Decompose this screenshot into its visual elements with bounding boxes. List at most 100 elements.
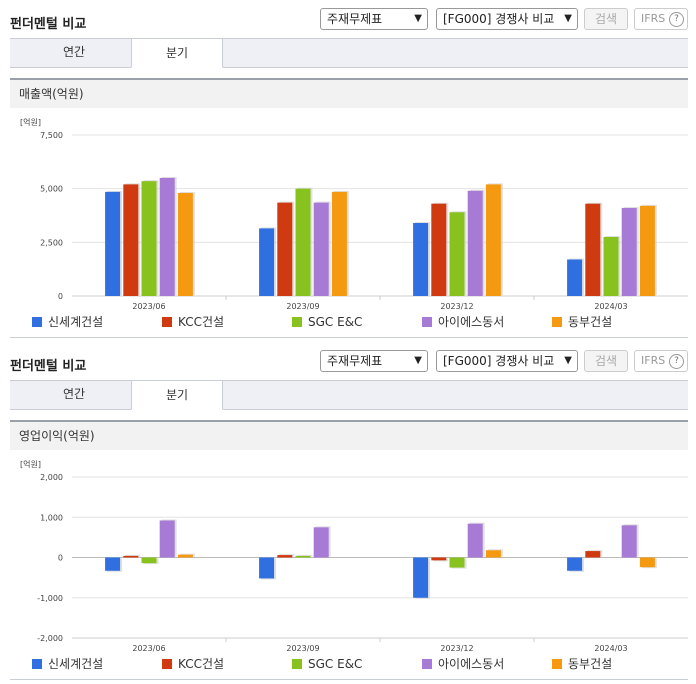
bar[interactable] [449,557,465,568]
x-tick-label: 2023/09 [286,302,319,311]
peer-select[interactable]: [FG000] 경쟁사 비교 ▼ [436,8,578,30]
search-button[interactable]: 검색 [584,8,628,30]
bar[interactable] [431,557,447,561]
bar[interactable] [331,191,347,296]
legend-item[interactable]: 신세계건설 [32,315,103,329]
unit-label: [억원] [20,459,41,469]
panel-revenue: 펀더멘털 비교 주재무제표 ▼ [FG000] 경쟁사 비교 ▼ 검색 IFRS… [10,8,688,338]
legend-swatch [552,317,562,327]
tab-quarterly[interactable]: 분기 [131,38,223,68]
bar[interactable] [313,527,329,558]
revenue-chart-svg: [억원] 0 2,500 5,000 7,500 2023/06 2023/09 2023/1… [20,117,688,311]
ifrs-label: IFRS [641,354,666,367]
x-tick-label: 2023/09 [286,644,319,653]
bar[interactable] [639,557,655,568]
bar[interactable] [313,202,329,296]
bar[interactable] [621,207,637,296]
x-tick-label: 2023/12 [440,302,473,311]
panel-header: 펀더멘털 비교 주재무제표 ▼ [FG000] 경쟁사 비교 ▼ 검색 IFRS… [0,342,696,380]
chevron-down-icon: ▼ [564,355,572,366]
bar[interactable] [585,551,601,558]
period-tabs: 연간 분기 [10,38,688,68]
bar[interactable] [277,202,293,296]
bar[interactable] [123,184,139,296]
legend-swatch [162,317,172,327]
bar[interactable] [177,554,193,558]
help-icon: ? [669,354,684,369]
legend-item[interactable]: 아이에스동서 [422,315,504,329]
bar[interactable] [295,555,311,558]
bar[interactable] [413,557,429,598]
bar[interactable] [141,557,157,564]
legend-item[interactable]: SGC E&C [292,657,362,671]
bar[interactable] [485,184,501,296]
bar[interactable] [639,205,655,296]
bar[interactable] [585,203,601,296]
help-icon: ? [669,12,684,27]
operating-profit-chart-svg: [억원] -2,000 -1,000 0 1,000 2,000 2023/06 2023/0… [20,459,688,653]
bar[interactable] [603,236,619,296]
legend-label: 신세계건설 [48,657,104,671]
legend-swatch [422,659,432,669]
bar[interactable] [259,228,275,296]
bar[interactable] [449,212,465,296]
legend-item[interactable]: 동부건설 [552,315,612,329]
legend-item[interactable]: KCC건설 [162,657,224,671]
tab-annual[interactable]: 연간 [62,45,86,59]
legend-swatch [292,317,302,327]
bar[interactable] [467,523,483,558]
chart-subheader: 영업이익(억원) [10,420,688,450]
chevron-down-icon: ▼ [564,13,572,24]
bar[interactable] [141,181,157,296]
legend-item[interactable]: 동부건설 [552,657,612,671]
bar[interactable] [485,550,501,558]
bar[interactable] [567,557,583,571]
bar[interactable] [105,191,121,296]
bar[interactable] [159,520,175,558]
legend-label: KCC건설 [178,315,225,329]
search-button[interactable]: 검색 [584,350,628,372]
x-tick-label: 2024/03 [594,302,627,311]
x-tick-label: 2023/06 [132,644,165,653]
panel-title: 펀더멘털 비교 [10,359,87,374]
x-tick-label: 2024/03 [594,644,627,653]
y-tick-label: -2,000 [37,634,63,643]
bar[interactable] [259,557,275,579]
panel-title: 펀더멘털 비교 [10,17,87,32]
bar[interactable] [567,259,583,296]
bar[interactable] [177,192,193,296]
y-tick-label: 2,500 [40,238,63,247]
y-tick-label: 1,000 [40,513,63,522]
y-tick-label: 2,000 [40,473,63,482]
bar[interactable] [431,203,447,296]
bar[interactable] [123,555,139,558]
ifrs-label: IFRS [641,12,666,25]
bar[interactable] [413,223,429,296]
legend-item[interactable]: SGC E&C [292,315,362,329]
statement-select[interactable]: 주재무제표 ▼ [320,8,428,30]
chevron-down-icon: ▼ [414,355,422,366]
y-tick-label: 0 [58,554,63,563]
panel-operating-profit: 펀더멘털 비교 주재무제표 ▼ [FG000] 경쟁사 비교 ▼ 검색 IFRS… [0,342,696,684]
statement-select[interactable]: 주재무제표 ▼ [320,350,428,372]
peer-select[interactable]: [FG000] 경쟁사 비교 ▼ [436,350,578,372]
ifrs-help-button[interactable]: IFRS ? [634,350,688,372]
y-tick-label: 7,500 [40,131,63,140]
bar[interactable] [159,177,175,296]
bar[interactable] [105,557,121,571]
bar[interactable] [467,190,483,296]
y-tick-label: 5,000 [40,185,63,194]
legend-item[interactable]: 신세계건설 [32,657,103,671]
legend-item[interactable]: KCC건설 [162,315,224,329]
bar[interactable] [621,525,637,558]
legend-item[interactable]: 아이에스동서 [422,657,504,671]
legend-label: 동부건설 [568,657,613,671]
legend-label: 아이에스동서 [438,657,505,671]
tab-quarterly[interactable]: 분기 [131,380,223,410]
unit-label: [억원] [20,117,41,127]
bar[interactable] [295,188,311,296]
legend-swatch [292,659,302,669]
ifrs-help-button[interactable]: IFRS ? [634,8,688,30]
bar[interactable] [277,555,293,558]
tab-annual[interactable]: 연간 [62,387,86,401]
